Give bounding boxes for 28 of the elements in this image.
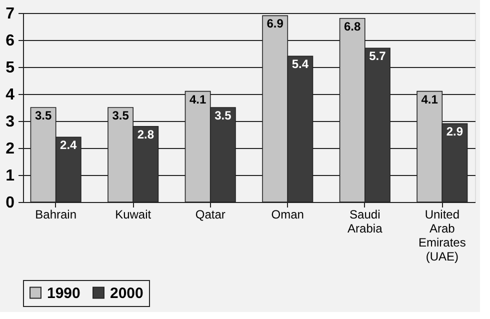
data-label: 4.1 — [189, 92, 206, 106]
data-label: 5.7 — [369, 49, 386, 64]
x-tick-label: Kuwait — [115, 208, 152, 222]
x-tick-label: Qatar — [195, 208, 226, 222]
data-label: 2.4 — [60, 138, 78, 152]
x-tick-label: United Arab Emirates (UAE) — [418, 208, 466, 264]
y-tick-label: 7 — [6, 6, 15, 22]
x-tick-label: Bahrain — [35, 208, 77, 222]
data-label: 6.9 — [266, 16, 284, 31]
data-label: 5.4 — [292, 57, 309, 72]
data-label: 2.9 — [446, 124, 464, 139]
data-label: 3.5 — [112, 108, 130, 122]
y-tick-label: 2 — [6, 140, 15, 158]
data-label: 4.1 — [421, 92, 438, 106]
y-tick-label: 5 — [6, 60, 15, 76]
data-label: 3.5 — [34, 108, 52, 122]
x-tick-label: Oman — [271, 208, 304, 222]
x-tick-label: Saudi Arabia — [348, 208, 383, 236]
y-tick-label: 6 — [6, 32, 15, 50]
y-tick-label: 1 — [6, 168, 15, 184]
legend-label: 2000 — [110, 284, 144, 302]
y-tick-label: 4 — [6, 86, 15, 104]
y-tick-label: 3 — [6, 114, 15, 130]
legend-label: 1990 — [47, 284, 80, 302]
y-tick-label: 0 — [6, 194, 15, 212]
data-label: 2.8 — [137, 127, 154, 142]
data-label: 6.8 — [344, 19, 362, 34]
data-label: 3.5 — [214, 108, 232, 122]
